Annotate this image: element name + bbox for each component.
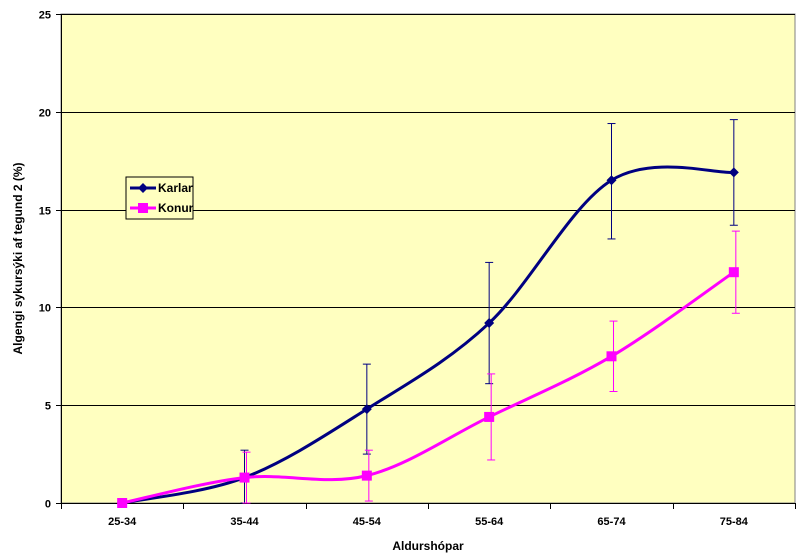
data-point-karlar [361, 404, 372, 415]
x-axis-title: Aldurshópar [392, 539, 464, 553]
x-tick-label: 65-74 [597, 516, 626, 528]
x-tick-label: 55-64 [475, 516, 504, 528]
x-axis-ticks: 25-34 35-44 45-54 55-64 65-74 75-84 [61, 503, 796, 528]
data-point-konur [361, 470, 372, 481]
plot-area [60, 13, 796, 504]
legend-label-konur: Konur [158, 201, 194, 215]
y-axis-ticks: 0 5 10 15 20 25 [39, 10, 61, 511]
legend-marker [138, 183, 148, 193]
series-markers [117, 167, 739, 508]
y-axis-title: Algengi sykursýki af tegund 2 (%) [11, 162, 25, 354]
y-tick-label: 0 [45, 499, 51, 511]
data-point-karlar [484, 318, 495, 329]
data-point-konur [117, 498, 128, 508]
series-line-konur [121, 270, 735, 505]
legend-marker [138, 203, 148, 213]
y-tick-label: 25 [39, 10, 51, 22]
y-tick-label: 20 [39, 108, 51, 120]
x-tick-label: 35-44 [230, 516, 259, 528]
x-tick-label: 25-34 [108, 516, 137, 528]
y-tick-label: 5 [45, 401, 51, 413]
x-tick-label: 45-54 [353, 516, 382, 528]
series-line-karlar [121, 165, 734, 505]
data-point-konur [484, 411, 495, 422]
x-tick-label: 75-84 [720, 516, 749, 528]
y-tick-label: 10 [39, 303, 51, 315]
legend-box [125, 176, 194, 220]
y-tick-label: 15 [39, 206, 51, 218]
series-lines [121, 165, 735, 505]
legend-label-karlar: Karlar [158, 181, 193, 195]
data-point-konur [606, 351, 617, 362]
data-point-karlar [728, 167, 739, 178]
data-point-karlar [606, 175, 617, 186]
data-point-konur [728, 267, 739, 278]
data-point-konur [239, 472, 250, 483]
legend: Karlar Konur [125, 176, 194, 220]
